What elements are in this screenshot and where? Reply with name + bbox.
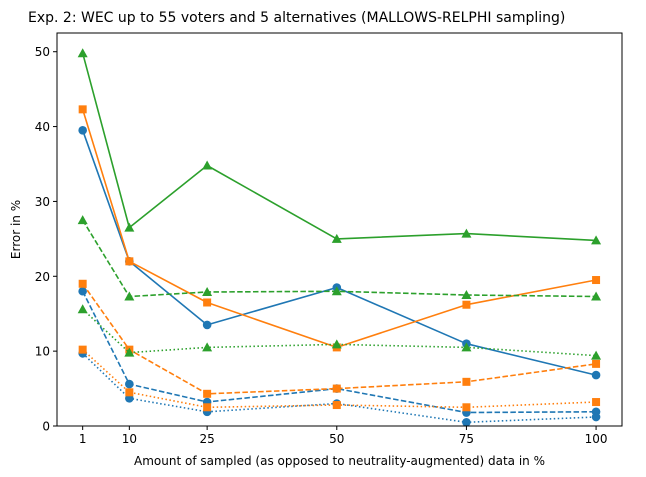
data-point-orange-dotted [125,388,134,397]
x-tick-label: 50 [329,432,344,446]
data-point-green-solid [77,48,88,58]
data-point-orange-dotted [462,403,471,412]
axes: 1 10 25 50 75 100 0 10 20 30 40 50 [35,45,608,446]
series-line-blue-dotted [82,352,597,424]
data-point-orange-dotted [78,345,87,354]
series-line-orange-dashed [82,283,597,395]
plot-area [77,48,602,427]
data-point-orange-dotted [592,398,601,407]
x-tick-label: 75 [459,432,474,446]
data-point-orange-dashed [332,384,341,393]
x-tick-label: 10 [122,432,137,446]
data-point-green-dashed [202,287,213,297]
data-point-orange-solid [592,276,601,285]
plot-frame [56,32,623,427]
data-point-green-solid [331,233,342,243]
data-point-green-solid [591,235,602,245]
series-line-orange-dotted [82,349,597,409]
data-point-green-dashed [77,215,88,225]
data-point-orange-solid [125,257,134,266]
data-point-blue-dotted [591,412,601,422]
y-tick-label: 20 [35,270,50,284]
x-tick-label: 25 [199,432,214,446]
data-point-orange-dashed [592,359,601,368]
data-point-orange-solid [462,300,471,309]
data-point-blue-dotted [462,417,471,427]
x-axis-label: Amount of sampled (as opposed to neutral… [134,454,545,468]
data-point-orange-dotted [332,401,341,410]
data-point-blue-solid [202,320,212,330]
data-point-green-solid [461,228,472,238]
series-line-green-dotted [82,308,597,357]
data-point-green-dashed [331,286,342,296]
data-point-blue-solid [591,370,601,380]
data-point-orange-solid [78,105,87,114]
data-point-orange-dashed [78,279,87,288]
data-point-green-dotted [461,342,472,352]
data-point-blue-dashed [125,379,134,389]
series-line-blue-solid [81,130,597,376]
x-tick-label: 100 [585,432,608,446]
series-line-green-dashed [82,219,597,298]
data-point-green-dotted [77,304,88,314]
x-tick-label: 1 [79,432,87,446]
data-point-blue-solid [78,126,87,135]
data-point-green-dotted [331,339,342,349]
data-point-orange-dashed [203,389,212,398]
y-tick-label: 40 [35,120,50,134]
series-line-blue-dashed [81,290,597,414]
y-tick-label: 50 [35,45,50,59]
data-point-green-dashed [591,291,602,301]
data-point-orange-dotted [203,403,212,412]
y-axis-label: Error in % [9,200,23,259]
data-point-orange-solid [203,298,212,307]
data-point-orange-dashed [462,377,471,386]
data-point-green-dashed [124,291,135,301]
y-tick-label: 30 [35,195,50,209]
series-line-orange-solid [81,109,597,349]
data-point-green-solid [202,160,213,170]
data-point-blue-dashed [78,286,87,296]
chart-title: Exp. 2: WEC up to 55 voters and 5 altern… [28,10,565,26]
data-point-green-dotted [591,350,602,360]
data-point-green-dashed [461,290,472,299]
data-point-green-dotted [202,342,213,352]
series-line-green-solid [81,52,597,242]
data-point-green-solid [124,222,135,232]
y-tick-label: 10 [35,345,50,359]
y-tick-label: 0 [42,420,50,434]
data-point-green-dotted [124,347,135,357]
